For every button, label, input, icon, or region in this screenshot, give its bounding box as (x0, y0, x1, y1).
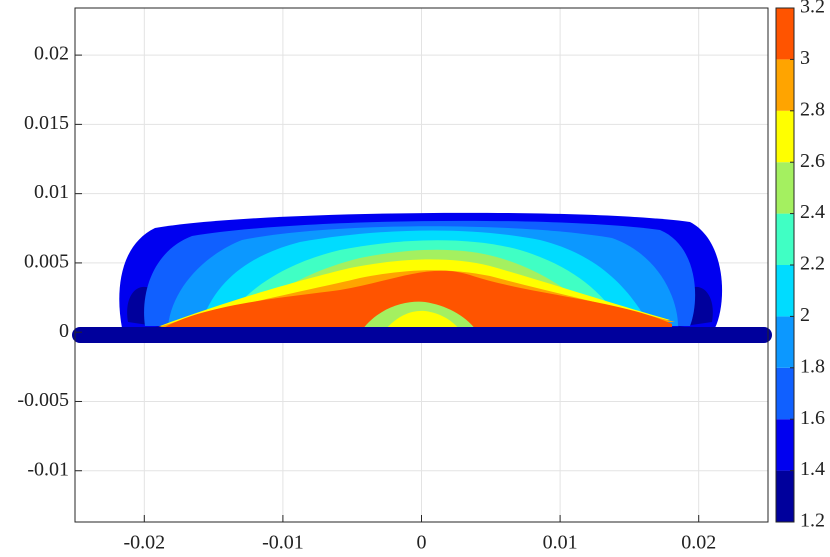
x-tick-label: 0 (417, 532, 427, 554)
colorbar-tick-label: 1.8 (800, 355, 825, 377)
colorbar-band (776, 8, 794, 60)
axes: -0.02 -0.01 0 0.01 0.02 -0.01 -0.005 0 0.005 0.01… (17, 7, 769, 554)
colorbar: 1.2 1.4 1.6 1.8 2 2.2 2.4 2.6 2.8 3 3.2 (775, 0, 825, 532)
colorbar-tick-label: 2 (800, 304, 810, 326)
colorbar-tick-label: 1.4 (800, 458, 825, 480)
colorbar-tick-label: 2.6 (800, 150, 825, 172)
contour-region (385, 310, 460, 330)
droplet-field (72, 212, 772, 343)
y-tick-label: 0.005 (24, 251, 69, 273)
colorbar-tick-label: 1.2 (800, 510, 825, 532)
colorbar-tick-label: 2.2 (800, 253, 825, 275)
colorbar-band (776, 367, 794, 420)
y-tick-label: 0.015 (24, 112, 69, 134)
y-tick-label: 0.01 (34, 181, 69, 203)
colorbar-band (776, 419, 794, 471)
colorbar-band (776, 316, 794, 368)
x-tick-label: 0.01 (543, 532, 578, 554)
colorbar-tick-label: 2.8 (800, 98, 825, 120)
colorbar-band (776, 470, 794, 522)
x-tick-label: -0.01 (262, 532, 304, 554)
colorbar-tick-label: 1.6 (800, 407, 825, 429)
colorbar-band (776, 162, 794, 214)
colorbar-band (776, 110, 794, 163)
y-tick-label: -0.005 (17, 389, 69, 411)
y-tick-label: -0.01 (27, 458, 69, 480)
colorbar-band (776, 59, 794, 111)
y-tick-label: 0 (59, 320, 69, 342)
colorbar-band (776, 265, 794, 317)
colorbar-tick-label: 3 (800, 47, 810, 69)
colorbar-tick-label: 3.2 (800, 0, 825, 18)
colorbar-tick-label: 2.4 (800, 201, 825, 223)
contour-region (160, 270, 672, 330)
x-tick-label: -0.02 (123, 532, 165, 554)
colorbar-band (776, 213, 794, 265)
y-tick-label: 0.02 (34, 43, 69, 65)
x-tick-label: 0.02 (681, 532, 716, 554)
